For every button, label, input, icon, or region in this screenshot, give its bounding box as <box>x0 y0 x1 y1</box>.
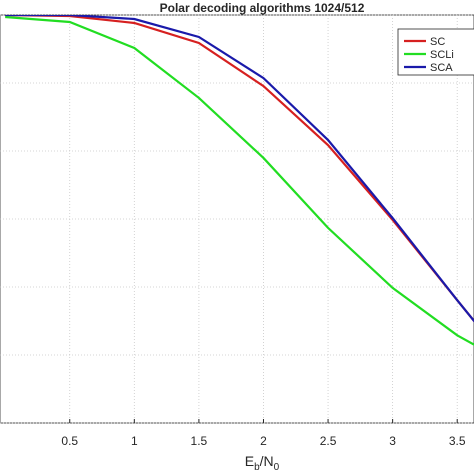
series-line <box>5 15 474 323</box>
x-axis-label: Eb/N0 <box>245 453 280 473</box>
x-tick-label: 1.5 <box>191 434 208 448</box>
x-label-part: /N <box>260 453 274 469</box>
legend-label: SCLi <box>430 49 454 61</box>
legend-label: SCA <box>430 62 453 74</box>
series-line <box>5 15 474 346</box>
legend-label: SC <box>430 36 445 48</box>
lines <box>5 15 474 346</box>
x-tick-label: 3 <box>389 434 396 448</box>
x-tick-label: 0.5 <box>61 434 78 448</box>
x-tick-label: 3.5 <box>449 434 466 448</box>
x-tick-label: 2 <box>260 434 267 448</box>
x-label-part: b <box>254 462 260 473</box>
x-tick-label: 2.5 <box>320 434 337 448</box>
x-label-part: 0 <box>274 462 280 473</box>
x-tick-label: 1 <box>131 434 138 448</box>
chart-title: Polar decoding algorithms 1024/512 <box>160 1 365 15</box>
x-label-part: E <box>245 453 254 469</box>
